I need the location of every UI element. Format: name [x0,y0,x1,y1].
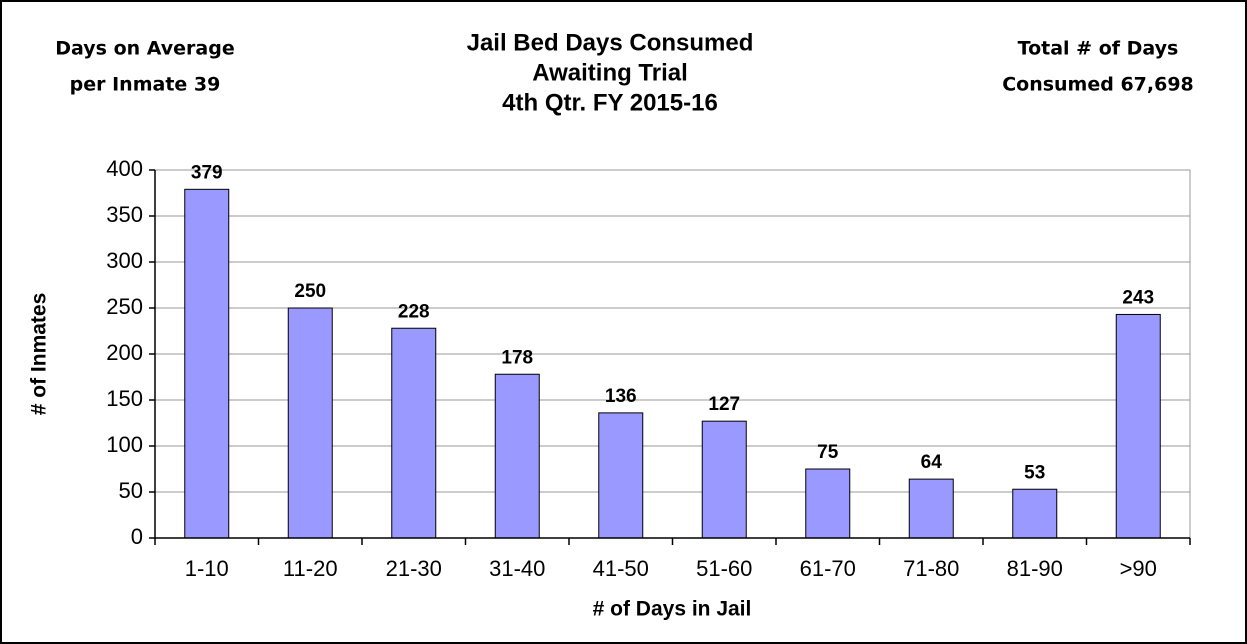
annotation: Consumed 67,698 [1002,74,1194,96]
bar [908,478,954,539]
data-label: 379 [191,162,223,183]
bar [184,188,230,539]
y-tick-label: 400 [106,156,143,181]
y-tick-label: 50 [119,478,143,503]
bar [598,412,644,539]
y-tick-label: 350 [106,202,143,227]
x-tick-label: 81-90 [1007,556,1063,581]
annotation: Days on Average [55,38,235,60]
data-label: 243 [1122,287,1154,308]
y-tick-label: 200 [106,340,143,365]
y-tick-label: 100 [106,432,143,457]
x-tick-label: >90 [1120,556,1157,581]
x-axis-label: # of Days in Jail [593,598,752,621]
data-label: 228 [398,301,430,322]
data-label: 75 [817,442,839,463]
x-tick-label: 71-80 [903,556,959,581]
bar [494,373,540,539]
x-tick-label: 21-30 [386,556,442,581]
x-tick-label: 61-70 [800,556,856,581]
data-label: 127 [708,394,740,415]
annotation: per Inmate 39 [70,74,221,96]
y-axis-label: # of Inmates [28,293,51,416]
chart-title: Awaiting Trial [532,59,688,86]
x-tick-label: 31-40 [489,556,545,581]
chart-title: 4th Qtr. FY 2015-16 [502,89,718,116]
bar [1115,313,1161,539]
y-tick-label: 150 [106,386,143,411]
chart-title: Jail Bed Days Consumed [467,29,754,56]
bar [701,420,747,539]
y-tick-label: 0 [131,524,143,549]
data-label: 53 [1024,462,1045,483]
data-label: 64 [921,452,943,473]
bar [391,327,437,539]
x-tick-label: 1-10 [185,556,229,581]
data-label: 136 [605,386,637,407]
y-tick-label: 250 [106,294,143,319]
x-tick-label: 41-50 [593,556,649,581]
annotation: Total # of Days [1018,38,1179,60]
y-tick-label: 300 [106,248,143,273]
data-label: 250 [294,281,326,302]
data-label: 178 [501,347,533,368]
bar [1012,488,1058,539]
x-tick-label: 51-60 [696,556,752,581]
x-tick-label: 11-20 [283,556,338,581]
bar [287,307,333,539]
bar [805,468,851,539]
